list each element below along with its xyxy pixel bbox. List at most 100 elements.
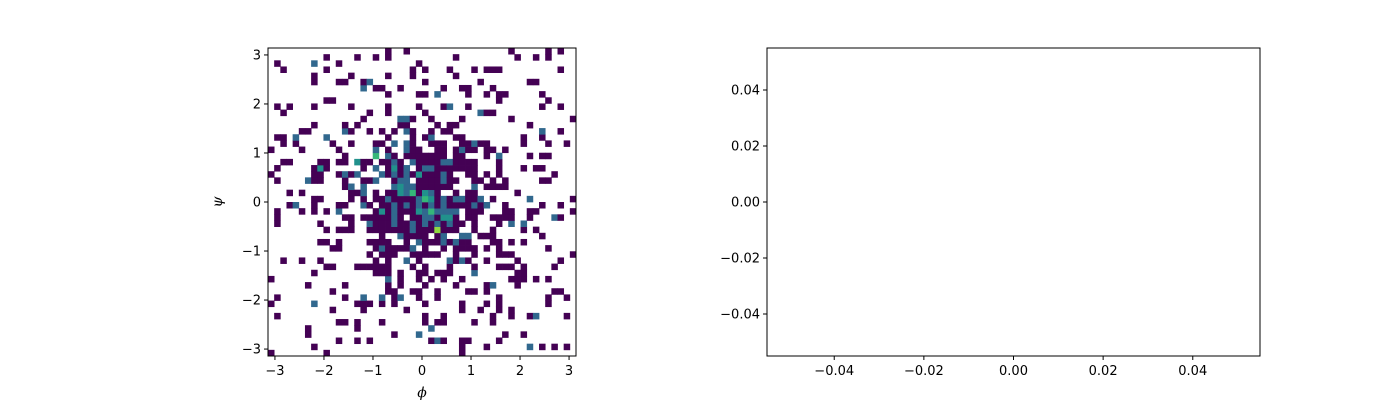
x-tick-label: −0.04 [814,364,854,379]
heatmap-cell [415,208,423,215]
heatmap-cell [385,282,392,289]
heatmap-cell [458,349,466,357]
heatmap-cell [268,300,275,308]
heatmap-cell [471,269,478,277]
heatmap-cell [415,183,423,191]
heatmap-cell [458,134,466,141]
heatmap-cell [458,306,466,314]
heatmap-cell [317,257,324,264]
heatmap-cell [409,152,417,160]
heatmap-cell [409,183,417,191]
heatmap-cell [477,202,484,209]
x-tick-label: 3 [565,364,573,379]
heatmap-cell [274,103,281,110]
heatmap-cell [440,128,447,135]
heatmap-cell [428,152,435,160]
heatmap-cell [378,140,386,147]
heatmap-cell [397,171,404,178]
heatmap-cell [422,78,429,86]
heatmap-cell [385,208,392,215]
x-tick-label: 1 [467,364,475,379]
heatmap-cell [385,54,392,61]
heatmap-cell [452,177,460,184]
heatmap-cell [557,202,565,209]
heatmap-cell [360,195,367,203]
heatmap-cell [422,152,429,160]
heatmap-cell [354,189,361,197]
heatmap-cell [391,331,398,338]
heatmap-cell [268,349,275,357]
heatmap-cell [434,202,441,209]
heatmap-cell [391,165,398,172]
heatmap-cell [483,343,491,351]
heatmap-cell [422,66,429,73]
heatmap-cell [335,146,343,154]
heatmap-cell [563,294,571,301]
heatmap-cell [372,208,380,215]
heatmap-cell [341,128,349,135]
heatmap-cell [434,337,441,345]
heatmap-cell [360,158,367,166]
heatmap-cell [292,202,300,209]
heatmap-cell [495,66,503,73]
heatmap-cell [458,220,466,227]
heatmap-cell [397,183,404,191]
heatmap-cell [415,91,423,98]
heatmap-cell [446,257,454,264]
heatmap-cell [298,128,306,135]
heatmap-cell [526,195,534,203]
heatmap-cell [483,257,491,264]
heatmap-cell [434,146,441,154]
heatmap-cell [422,282,429,289]
heatmap-cell [335,208,343,215]
heatmap-cell [502,202,509,209]
heatmap-cell [360,84,367,92]
heatmap-cell [526,343,534,351]
heatmap-cell [323,208,330,215]
heatmap-cell [403,238,411,246]
heatmap-cell [428,238,435,246]
heatmap-cell [348,195,355,203]
heatmap-cell [495,97,503,104]
heatmap-cell [465,84,472,92]
heatmap-cell [286,103,293,110]
heatmap-cell [360,183,367,191]
heatmap-cell [397,294,404,301]
heatmap-cell [354,319,361,326]
heatmap-cell [545,140,552,147]
heatmap-cell [471,171,478,178]
heatmap-cell [526,214,534,221]
heatmap-cell [428,171,435,178]
heatmap-cell [532,165,540,172]
heatmap-cell [458,146,466,154]
heatmap-cell [415,269,423,277]
heatmap-cell [495,337,503,345]
heatmap-cell [483,91,491,98]
heatmap-cell [440,202,447,209]
heatmap-cell [508,312,515,320]
heatmap-cell [341,183,349,191]
heatmap-cell [385,263,392,271]
heatmap-cell [409,232,417,240]
heatmap-cell [452,220,460,227]
heatmap-cell [403,165,411,172]
heatmap-cell [378,251,386,258]
heatmap-cell [274,60,281,67]
heatmap-cell [317,177,324,184]
heatmap-cell [372,257,380,264]
heatmap-cell [532,275,540,283]
heatmap-cell [495,171,503,178]
heatmap-cell [274,134,281,141]
heatmap-cell [434,208,441,215]
heatmap-cell [391,140,398,147]
heatmap-cell [415,331,423,338]
heatmap-cell [311,60,318,67]
heatmap-cell [465,208,472,215]
heatmap-cell [434,189,441,197]
heatmap-cell [483,152,491,160]
heatmap-cell [422,245,429,252]
heatmap-cell [341,121,349,129]
x-tick-label: −1 [363,364,382,379]
heatmap-cell [354,337,361,345]
heatmap-cell [409,171,417,178]
